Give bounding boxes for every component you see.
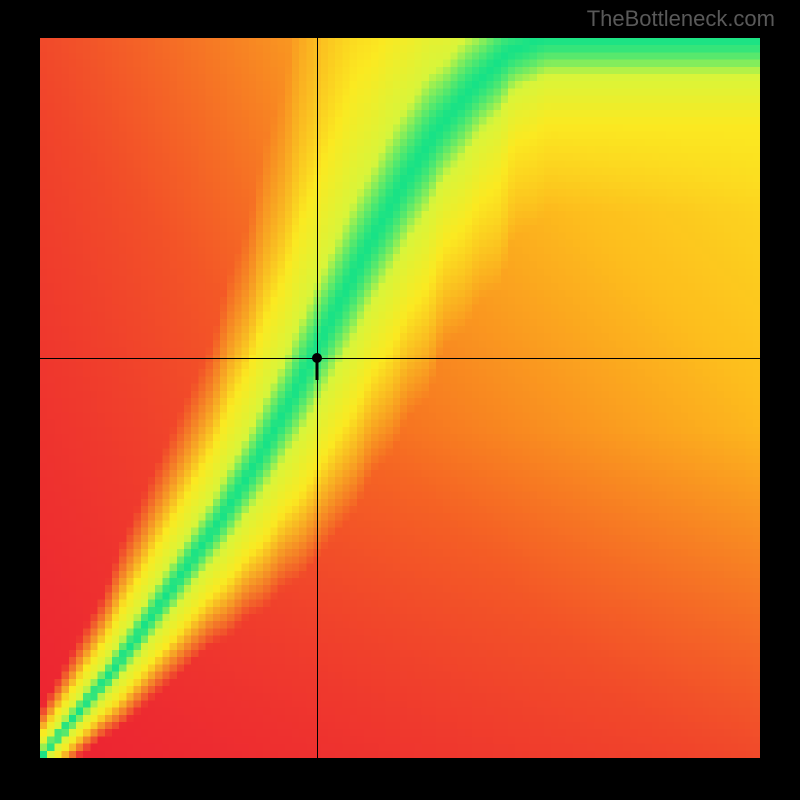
chart-container: { "type": "heatmap", "watermark": { "tex…: [0, 0, 800, 800]
watermark-text: TheBottleneck.com: [587, 6, 775, 32]
bottleneck-heatmap: [40, 38, 760, 758]
